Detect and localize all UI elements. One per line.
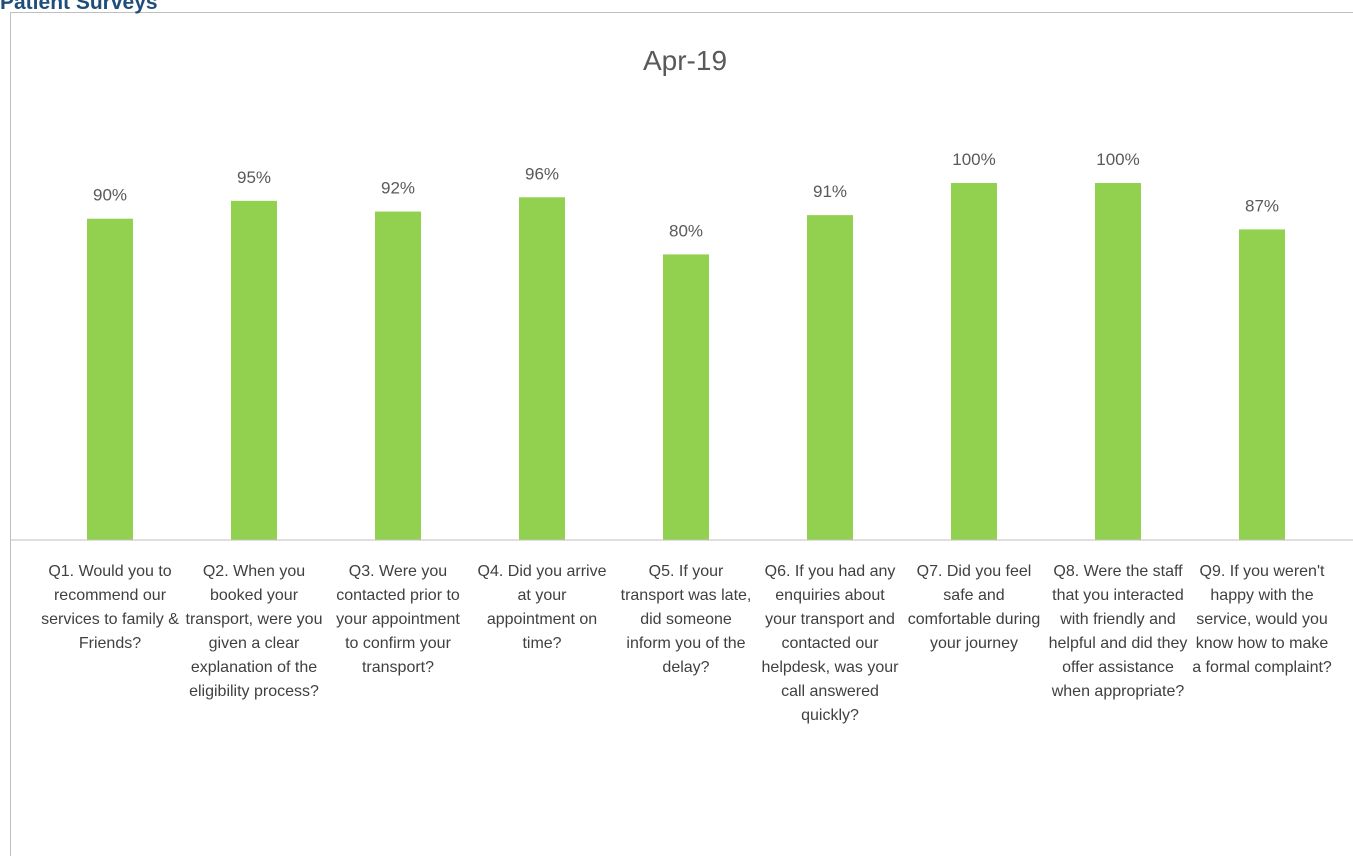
x-tick-label: Q9. If you weren't happy with the servic… bbox=[1192, 563, 1332, 676]
bar bbox=[951, 183, 997, 540]
x-tick-label: Q3. Were you contacted prior to your app… bbox=[336, 563, 460, 676]
chart-frame bbox=[10, 12, 1353, 856]
value-label: 91% bbox=[813, 182, 847, 201]
value-label: 80% bbox=[669, 221, 703, 240]
x-tick-label: Q2. When you booked your transport, were… bbox=[185, 563, 323, 700]
x-tick-label: Q1. Would you to recommend our services … bbox=[41, 563, 179, 652]
bar bbox=[87, 218, 133, 540]
value-label: 100% bbox=[1096, 150, 1139, 169]
bar bbox=[1095, 183, 1141, 540]
bar bbox=[807, 215, 853, 540]
bar bbox=[231, 200, 277, 540]
bar bbox=[519, 197, 565, 540]
value-label: 100% bbox=[952, 150, 995, 169]
x-tick-label: Q7. Did you feel safe and comfortable du… bbox=[907, 563, 1041, 652]
bar bbox=[375, 211, 421, 540]
value-label: 90% bbox=[93, 186, 127, 205]
x-tick-label: Q5. If your transport was late, did some… bbox=[620, 563, 752, 676]
chart-title: Apr-19 bbox=[643, 45, 727, 76]
x-tick-label: Q4. Did you arrive at your appointment o… bbox=[477, 563, 607, 652]
bar bbox=[1239, 229, 1285, 540]
value-label: 95% bbox=[237, 168, 271, 187]
bar bbox=[663, 254, 709, 540]
x-tick-label: Q6. If you had any enquiries about your … bbox=[761, 563, 899, 724]
value-label: 96% bbox=[525, 164, 559, 183]
value-label: 92% bbox=[381, 179, 415, 198]
page-header: Patient Surveys bbox=[0, 0, 158, 14]
x-tick-label: Q8. Were the staff that you interacted w… bbox=[1048, 563, 1188, 700]
value-label: 87% bbox=[1245, 196, 1279, 215]
